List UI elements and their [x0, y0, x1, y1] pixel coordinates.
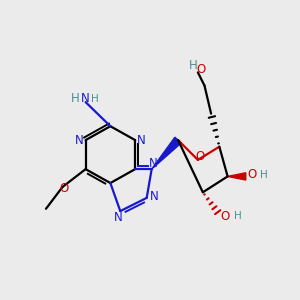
Text: O: O — [247, 168, 256, 181]
Text: H: H — [71, 92, 80, 105]
Text: N: N — [114, 211, 123, 224]
Text: O: O — [196, 63, 206, 76]
Text: H: H — [260, 170, 268, 180]
Text: N: N — [75, 134, 84, 147]
Polygon shape — [228, 173, 246, 180]
Text: H: H — [234, 211, 242, 221]
Text: O: O — [221, 209, 230, 223]
Text: N: N — [81, 92, 89, 105]
Text: N: N — [150, 190, 158, 203]
Text: H: H — [91, 94, 99, 104]
Text: O: O — [195, 150, 204, 163]
Text: O: O — [59, 182, 69, 195]
Polygon shape — [152, 137, 181, 169]
Text: H: H — [189, 58, 197, 72]
Text: N: N — [149, 157, 158, 170]
Text: N: N — [137, 134, 146, 147]
